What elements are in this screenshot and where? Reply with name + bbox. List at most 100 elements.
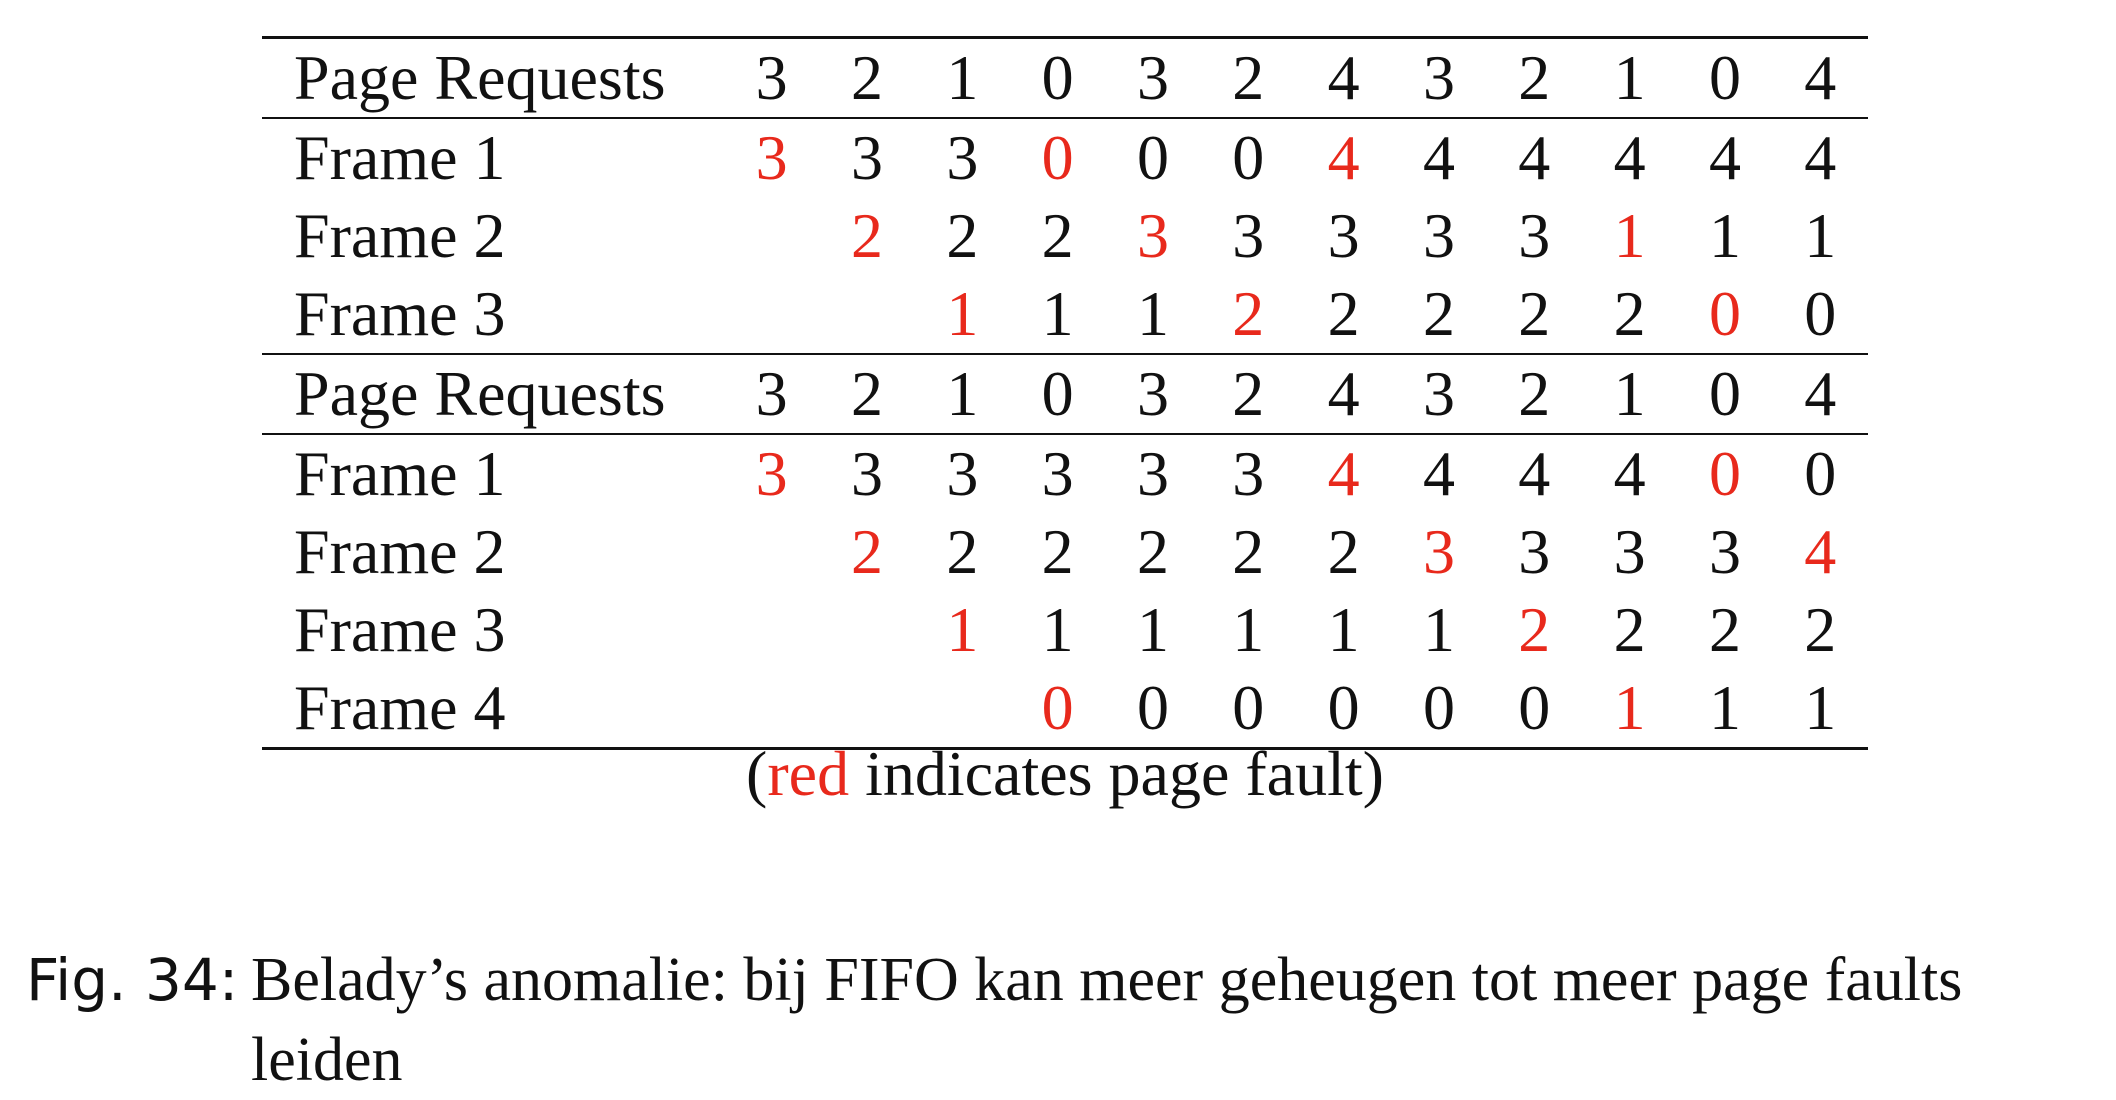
frame-cell: 2 (1804, 594, 1837, 665)
page-request-cell: 3 (1105, 36, 1201, 118)
legend-rest: indicates page fault) (849, 738, 1384, 809)
frame-cell: 0 (1200, 117, 1296, 197)
page-request-cell: 1 (1581, 353, 1678, 434)
page-request-cell: 0 (1677, 353, 1773, 434)
frame-cell: 3 (1009, 433, 1106, 513)
frame-cell: 4 (1772, 117, 1868, 197)
frame-cell: 1 (1041, 594, 1074, 665)
page-request-cell: 2 (1486, 36, 1582, 118)
frame-label: Frame 1 (262, 117, 724, 197)
page-request-cell: 2 (1486, 353, 1582, 434)
frame-label: Frame 3 (294, 594, 506, 665)
frame-cell-fault: 1 (1581, 669, 1678, 750)
frame-cell-fault: 3 (1136, 200, 1169, 271)
page-request-cell: 3 (724, 353, 820, 434)
frame-cell: 1 (1772, 669, 1868, 750)
frame-cell (724, 275, 819, 354)
frame-label: Frame 4 (262, 669, 724, 750)
frame-cell: 2 (1327, 278, 1360, 349)
frame-cell (724, 197, 819, 275)
frame-cell: 2 (946, 200, 979, 271)
frame-cell: 3 (1200, 433, 1296, 513)
page-request-cell: 0 (1009, 353, 1106, 434)
page-request-cell: 0 (1009, 36, 1106, 118)
frame-cell: 3 (1327, 200, 1360, 271)
frame-cell-fault: 2 (850, 200, 883, 271)
frame-cell: 2 (946, 516, 979, 587)
frame-cell (724, 669, 820, 750)
frame-cell: 3 (914, 117, 1010, 197)
frame-cell: 4 (1581, 433, 1678, 513)
frame-cell: 3 (1518, 516, 1551, 587)
page-request-cell: 3 (1105, 353, 1201, 434)
frame-cell (819, 591, 914, 669)
frame-cell (819, 669, 915, 750)
frame-cell: 2 (1613, 278, 1646, 349)
frame-cell: 4 (1677, 117, 1773, 197)
frame-cell: 4 (1486, 433, 1582, 513)
page-request-cell: 2 (1200, 36, 1296, 118)
frame-cell-fault: 1 (946, 278, 979, 349)
frame-cell: 1 (1232, 594, 1265, 665)
frame-cell-fault: 4 (1295, 117, 1392, 197)
frame-label: Frame 1 (262, 433, 724, 513)
page-request-cell: 2 (1200, 353, 1296, 434)
frame-cell-fault: 0 (1009, 669, 1106, 750)
page-request-cell: 2 (819, 36, 915, 118)
frame-cell: 4 (1486, 117, 1582, 197)
frame-cell-fault: 3 (724, 433, 820, 513)
frame-cell: 3 (914, 433, 1010, 513)
frame-cell: 3 (1708, 516, 1741, 587)
frame-cell-fault: 1 (1613, 200, 1646, 271)
figure-caption: Fig. 34: Belady’s anomalie: bij FIFO kan… (26, 940, 2106, 1100)
frame-label: Frame 3 (294, 278, 506, 349)
frame-cell: 1 (1136, 594, 1169, 665)
frame-cell-fault: 3 (1422, 516, 1455, 587)
caption-label: Fig. 34: (26, 946, 239, 1014)
frame-cell: 1 (1327, 594, 1360, 665)
frame-cell: 3 (1105, 433, 1201, 513)
frame-cell: 2 (1041, 200, 1074, 271)
frame-cell: 1 (1136, 278, 1169, 349)
frame-cell-fault: 3 (724, 117, 820, 197)
frame-cell: 2 (1422, 278, 1455, 349)
frame-cell: 0 (1772, 433, 1868, 513)
frame-cell: 2 (1708, 594, 1741, 665)
frame-cell: 3 (1232, 200, 1265, 271)
frame-label: Frame 2 (294, 200, 506, 271)
frame-cell: 0 (1486, 669, 1582, 750)
frame-cell-fault: 2 (1232, 278, 1265, 349)
frame-cell-fault: 4 (1804, 516, 1837, 587)
page-requests-row: Page Requests 3 2 1 0 3 2 4 3 2 1 0 4 (262, 353, 1868, 434)
frame-cell: 3 (1422, 200, 1455, 271)
frame-cell: 1 (1708, 200, 1741, 271)
frame-cell: 3 (819, 433, 915, 513)
frame-cell (819, 275, 914, 354)
frame-cell: 3 (1613, 516, 1646, 587)
page-request-cell: 2 (819, 353, 915, 434)
frame-cell-fault: 0 (1009, 117, 1106, 197)
page-request-cell: 0 (1677, 36, 1773, 118)
frame-cell: 4 (1581, 117, 1678, 197)
page-request-cell: 3 (724, 36, 820, 118)
frame-cell: 2 (1613, 594, 1646, 665)
frame-cell: 2 (1327, 516, 1360, 587)
frame-cell-fault: 2 (1518, 594, 1551, 665)
frame-cell: 0 (1200, 669, 1296, 750)
frame-cell: 0 (1105, 669, 1201, 750)
frame-cell: 2 (1041, 516, 1074, 587)
page-request-cell: 1 (914, 36, 1010, 118)
page-requests-label: Page Requests (262, 353, 724, 434)
frame-cell: 0 (1295, 669, 1392, 750)
frame-cell: 2 (1518, 278, 1551, 349)
frame-cell-fault: 0 (1677, 433, 1773, 513)
page-request-cell: 1 (1581, 36, 1678, 118)
page-requests-label: Page Requests (262, 36, 724, 118)
page-requests-row: Page Requests 3 2 1 0 3 2 4 3 2 1 0 4 (262, 36, 1868, 118)
